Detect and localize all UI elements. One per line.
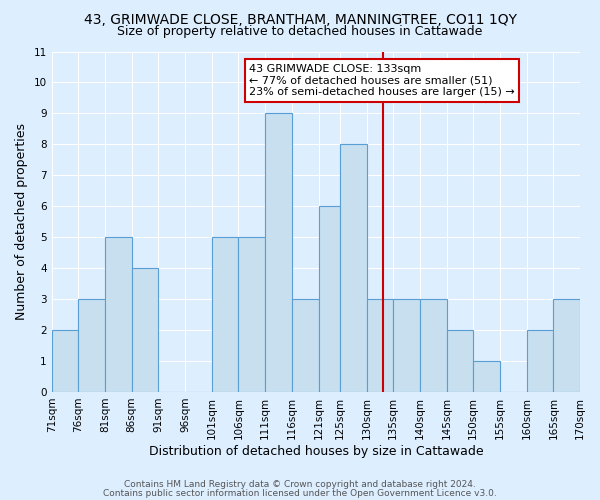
Text: Contains HM Land Registry data © Crown copyright and database right 2024.: Contains HM Land Registry data © Crown c… (124, 480, 476, 489)
Bar (105, 237, 132, 392)
Bar (446, 330, 473, 392)
Bar (132, 268, 158, 392)
Bar (527, 330, 553, 392)
Bar (319, 206, 340, 392)
Bar (212, 237, 238, 392)
Bar (79, 299, 105, 392)
Bar (393, 299, 420, 392)
Y-axis label: Number of detached properties: Number of detached properties (15, 123, 28, 320)
Bar (292, 299, 319, 392)
Text: Contains public sector information licensed under the Open Government Licence v3: Contains public sector information licen… (103, 489, 497, 498)
Bar (52, 330, 79, 392)
Text: 43, GRIMWADE CLOSE, BRANTHAM, MANNINGTREE, CO11 1QY: 43, GRIMWADE CLOSE, BRANTHAM, MANNINGTRE… (83, 12, 517, 26)
X-axis label: Distribution of detached houses by size in Cattawade: Distribution of detached houses by size … (149, 444, 483, 458)
Bar (420, 299, 446, 392)
Bar (238, 237, 265, 392)
Text: Size of property relative to detached houses in Cattawade: Size of property relative to detached ho… (118, 25, 482, 38)
Text: 43 GRIMWADE CLOSE: 133sqm
← 77% of detached houses are smaller (51)
23% of semi-: 43 GRIMWADE CLOSE: 133sqm ← 77% of detac… (249, 64, 515, 97)
Bar (473, 361, 500, 392)
Bar (340, 144, 367, 392)
Bar (553, 299, 580, 392)
Bar (367, 299, 393, 392)
Bar (265, 114, 292, 392)
